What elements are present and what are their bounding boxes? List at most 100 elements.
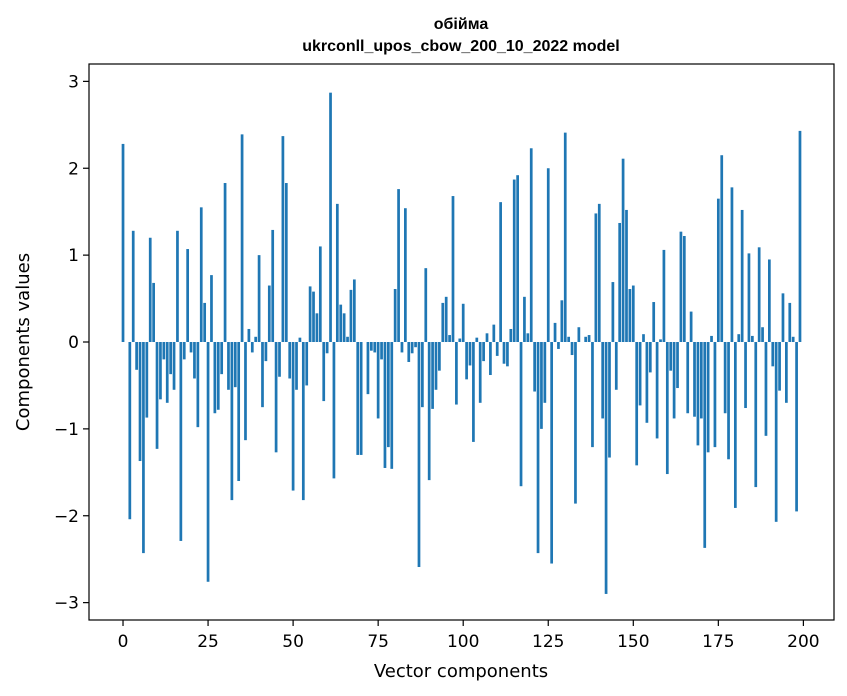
bar-component-12 (162, 342, 166, 360)
bar-component-193 (778, 342, 781, 391)
bar-component-6 (142, 342, 145, 554)
bar-component-169 (696, 342, 700, 446)
bar-component-152 (638, 342, 642, 406)
y-tick-label: 1 (68, 246, 79, 266)
bar-component-21 (193, 342, 196, 379)
bar-component-15 (172, 342, 176, 390)
bar-component-24 (203, 302, 207, 342)
bar-component-185 (751, 335, 754, 342)
bar-component-180 (733, 342, 737, 508)
bar-component-108 (489, 342, 492, 376)
y-tick-label: 0 (68, 333, 79, 353)
bar-component-114 (509, 328, 513, 342)
bar-component-33 (233, 342, 237, 388)
bar-component-98 (455, 342, 458, 405)
bar-component-59 (322, 342, 326, 402)
bar-component-148 (625, 209, 628, 342)
bar-component-13 (165, 342, 169, 403)
bar-component-94 (441, 302, 445, 342)
bar-component-143 (608, 342, 611, 458)
bar-component-29 (220, 342, 224, 375)
bar-component-149 (628, 289, 632, 342)
bar-component-157 (655, 342, 659, 439)
bar-component-23 (199, 207, 203, 342)
bar-component-142 (604, 342, 608, 594)
bar-component-55 (308, 286, 312, 342)
bar-component-103 (472, 342, 475, 442)
bar-component-139 (594, 213, 598, 342)
bar-component-127 (553, 322, 557, 342)
bar-component-95 (444, 296, 448, 342)
y-tick-label: −1 (54, 420, 79, 440)
bar-component-34 (237, 342, 241, 481)
bar-component-9 (152, 282, 155, 342)
bar-component-160 (665, 342, 669, 475)
bar-component-178 (727, 342, 730, 460)
bar-component-31 (227, 342, 230, 390)
bar-component-16 (176, 230, 179, 342)
bar-component-76 (380, 342, 383, 360)
bar-component-28 (216, 342, 220, 410)
bar-component-18 (182, 342, 186, 360)
y-axis: −3 −2 −1 0 1 2 3 (54, 72, 89, 614)
bar-component-60 (325, 342, 329, 354)
bar-component-20 (189, 342, 193, 353)
bar-component-115 (512, 179, 516, 342)
x-axis-label: Vector components (374, 661, 548, 682)
bar-component-70 (359, 342, 363, 455)
bar-component-188 (761, 327, 764, 342)
bar-component-153 (642, 334, 645, 342)
bar-component-87 (417, 342, 421, 568)
bar-component-174 (713, 342, 717, 448)
bar-component-7 (145, 342, 149, 418)
bar-component-35 (240, 134, 244, 342)
bar-component-159 (662, 249, 666, 342)
x-tick-label: 50 (282, 632, 304, 652)
bar-component-38 (250, 342, 254, 353)
x-tick-label: 25 (197, 632, 219, 652)
chart-title: обійма (434, 16, 489, 33)
bar-component-93 (438, 342, 441, 371)
bar-component-154 (645, 342, 649, 423)
bar-component-10 (155, 342, 159, 449)
bar-component-42 (264, 342, 268, 362)
bar-component-11 (159, 342, 162, 400)
bar-component-119 (526, 333, 530, 342)
bar-component-130 (563, 132, 567, 342)
bar-component-121 (533, 342, 536, 392)
bar-component-65 (342, 313, 346, 342)
bar-component-117 (519, 342, 523, 487)
bar-component-112 (502, 342, 506, 364)
y-tick-label: 2 (68, 159, 79, 179)
bar-component-68 (352, 279, 356, 342)
x-tick-label: 150 (617, 632, 649, 652)
bar-component-90 (427, 342, 431, 481)
bar-component-52 (298, 337, 302, 342)
bar-component-175 (716, 198, 720, 342)
bar-component-110 (495, 342, 499, 356)
bar-component-106 (482, 342, 485, 362)
bar-component-44 (271, 229, 275, 342)
bar-component-73 (369, 342, 373, 351)
bar-component-40 (257, 255, 261, 343)
bar-component-5 (138, 342, 142, 462)
bar-component-195 (785, 342, 788, 403)
bar-component-111 (499, 202, 502, 342)
bar-component-26 (210, 275, 213, 342)
bar-component-164 (679, 231, 683, 342)
bar-component-30 (223, 183, 227, 342)
bar-component-194 (781, 293, 785, 342)
x-tick-label: 125 (532, 632, 564, 652)
bar-component-100 (461, 303, 465, 342)
bar-component-47 (281, 136, 285, 342)
bar-component-99 (458, 338, 462, 342)
bar-component-72 (366, 342, 370, 395)
bar-component-82 (400, 342, 404, 353)
bar-component-176 (720, 155, 724, 342)
bar-component-57 (315, 313, 319, 342)
x-tick-label: 200 (787, 632, 819, 652)
bar-component-17 (179, 342, 183, 541)
bar-component-183 (744, 342, 747, 409)
bar-component-83 (404, 208, 407, 342)
bar-component-171 (703, 342, 707, 548)
